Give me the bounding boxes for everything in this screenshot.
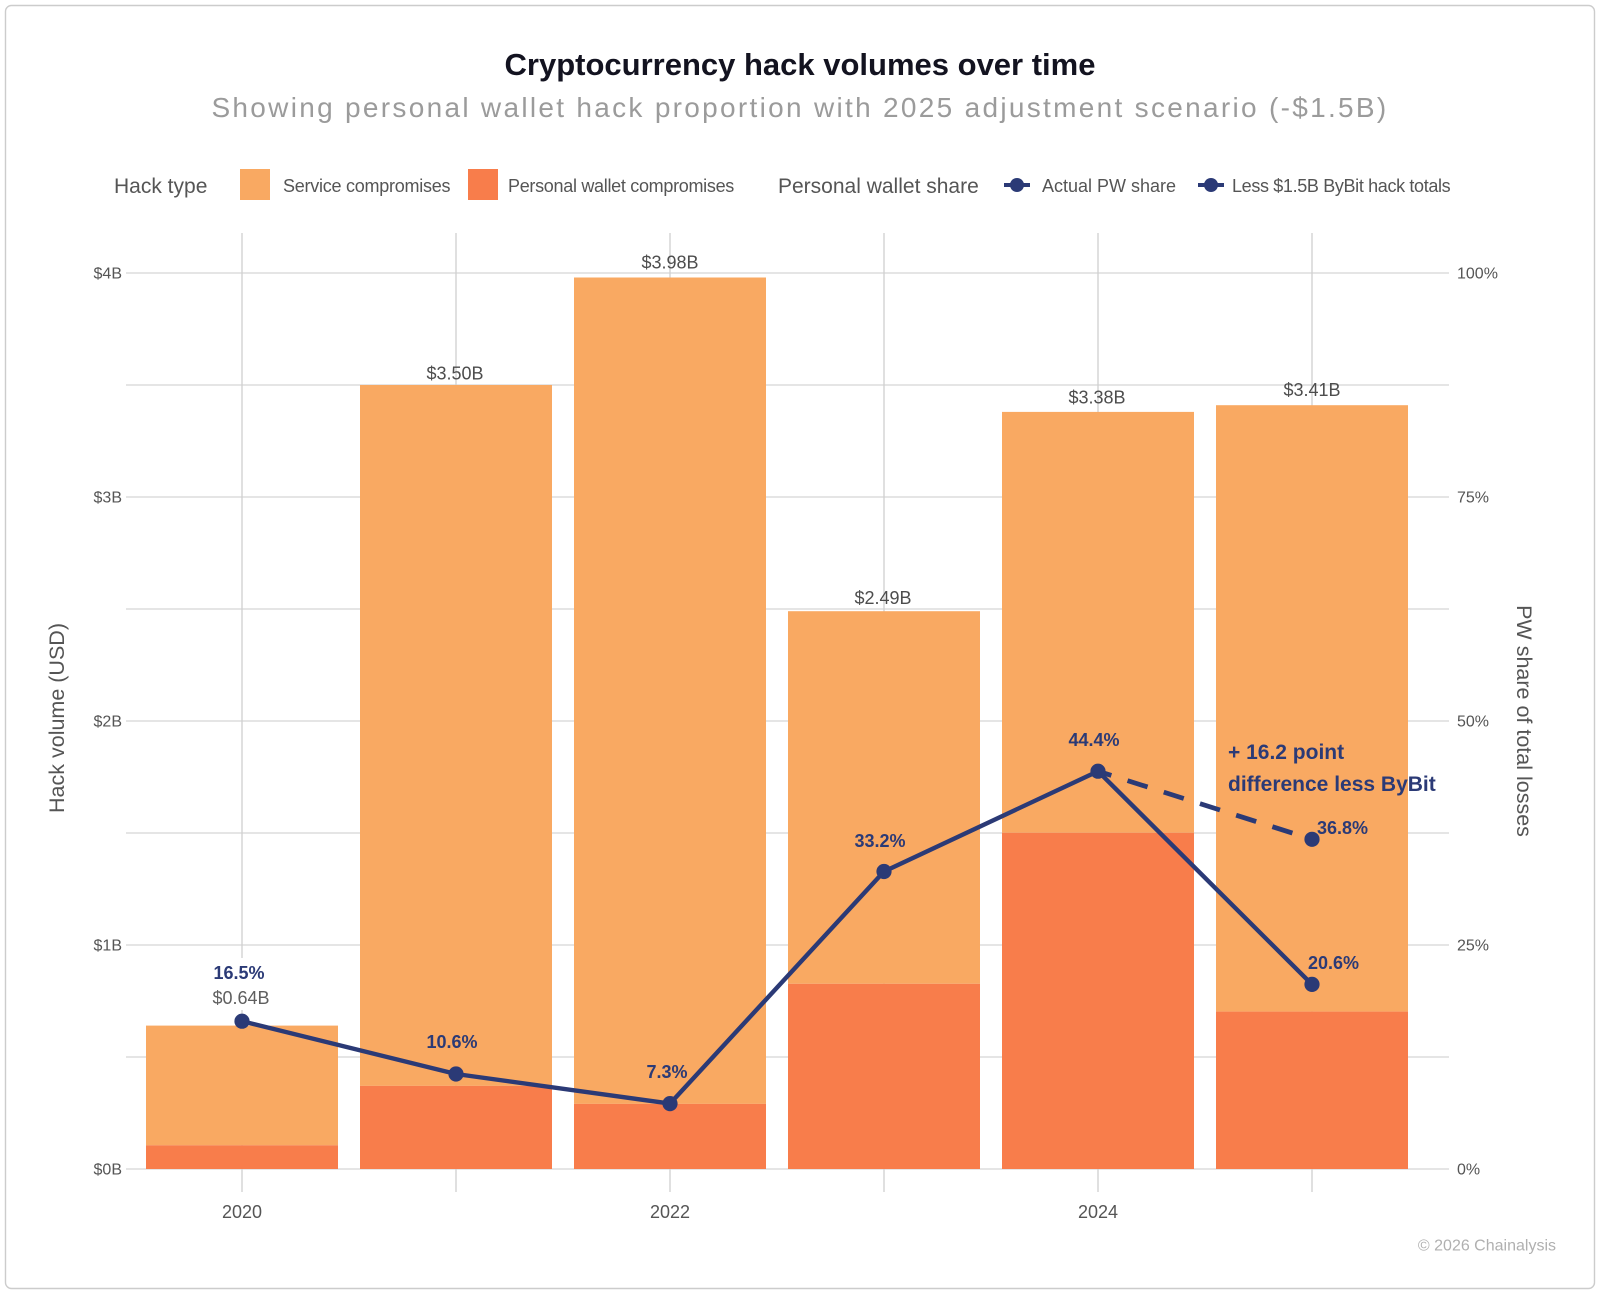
svg-text:Service compromises: Service compromises: [283, 176, 451, 196]
svg-text:$3.41B: $3.41B: [1283, 380, 1340, 400]
svg-text:Hack type: Hack type: [114, 175, 207, 198]
svg-text:50%: 50%: [1457, 714, 1489, 731]
svg-text:$3.98B: $3.98B: [641, 253, 698, 273]
svg-text:2022: 2022: [650, 1202, 690, 1222]
svg-text:33.2%: 33.2%: [854, 831, 905, 851]
svg-text:Less $1.5B ByBit hack totals: Less $1.5B ByBit hack totals: [1232, 176, 1451, 196]
svg-text:$3.50B: $3.50B: [426, 364, 483, 384]
svg-text:Personal wallet share: Personal wallet share: [778, 175, 979, 198]
svg-text:$2.49B: $2.49B: [854, 588, 911, 608]
svg-text:$0.64B: $0.64B: [212, 988, 269, 1008]
svg-text:75%: 75%: [1457, 490, 1489, 507]
svg-text:0%: 0%: [1457, 1162, 1480, 1179]
svg-text:100%: 100%: [1457, 266, 1498, 283]
svg-text:$3B: $3B: [94, 490, 122, 507]
svg-text:Actual PW share: Actual PW share: [1042, 176, 1176, 196]
svg-text:difference less ByBit: difference less ByBit: [1228, 773, 1436, 796]
svg-text:36.8%: 36.8%: [1317, 818, 1368, 838]
svg-text:Personal wallet compromises: Personal wallet compromises: [508, 176, 734, 196]
svg-text:Cryptocurrency hack volumes ov: Cryptocurrency hack volumes over time: [505, 47, 1096, 82]
svg-text:2024: 2024: [1078, 1202, 1118, 1222]
svg-text:Showing personal wallet hack p: Showing personal wallet hack proportion …: [211, 92, 1388, 123]
svg-text:PW share of total losses: PW share of total losses: [1512, 605, 1536, 837]
svg-text:© 2026 Chainalysis: © 2026 Chainalysis: [1418, 1238, 1556, 1255]
svg-text:7.3%: 7.3%: [646, 1062, 687, 1082]
svg-text:$1B: $1B: [94, 938, 122, 955]
svg-text:20.6%: 20.6%: [1308, 953, 1359, 973]
svg-text:44.4%: 44.4%: [1068, 730, 1119, 750]
svg-text:$2B: $2B: [94, 714, 122, 731]
svg-text:Hack volume (USD): Hack volume (USD): [45, 623, 69, 813]
svg-text:25%: 25%: [1457, 938, 1489, 955]
svg-text:+ 16.2 point: + 16.2 point: [1228, 741, 1344, 764]
svg-text:$4B: $4B: [94, 266, 122, 283]
svg-text:16.5%: 16.5%: [213, 963, 264, 983]
svg-text:$0B: $0B: [94, 1162, 122, 1179]
svg-text:10.6%: 10.6%: [426, 1032, 477, 1052]
svg-text:2020: 2020: [222, 1202, 262, 1222]
svg-text:$3.38B: $3.38B: [1068, 388, 1125, 408]
